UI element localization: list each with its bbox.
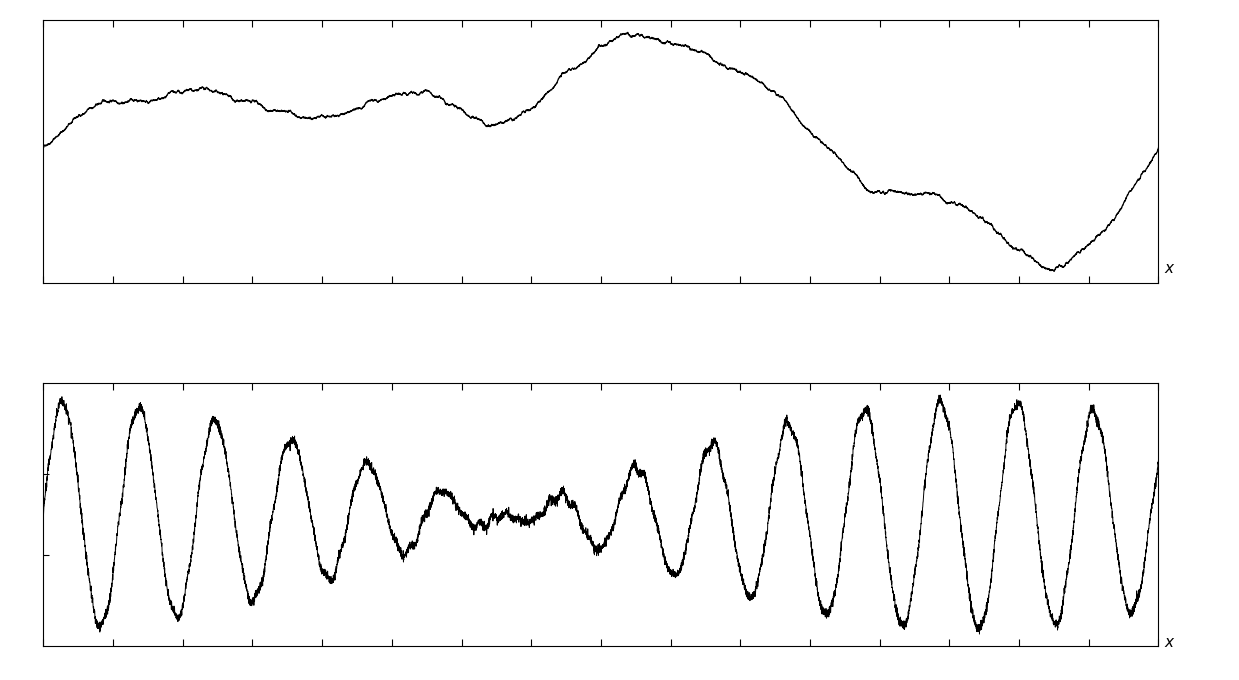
Text: x: x	[1165, 635, 1173, 650]
Text: x: x	[1165, 261, 1173, 276]
